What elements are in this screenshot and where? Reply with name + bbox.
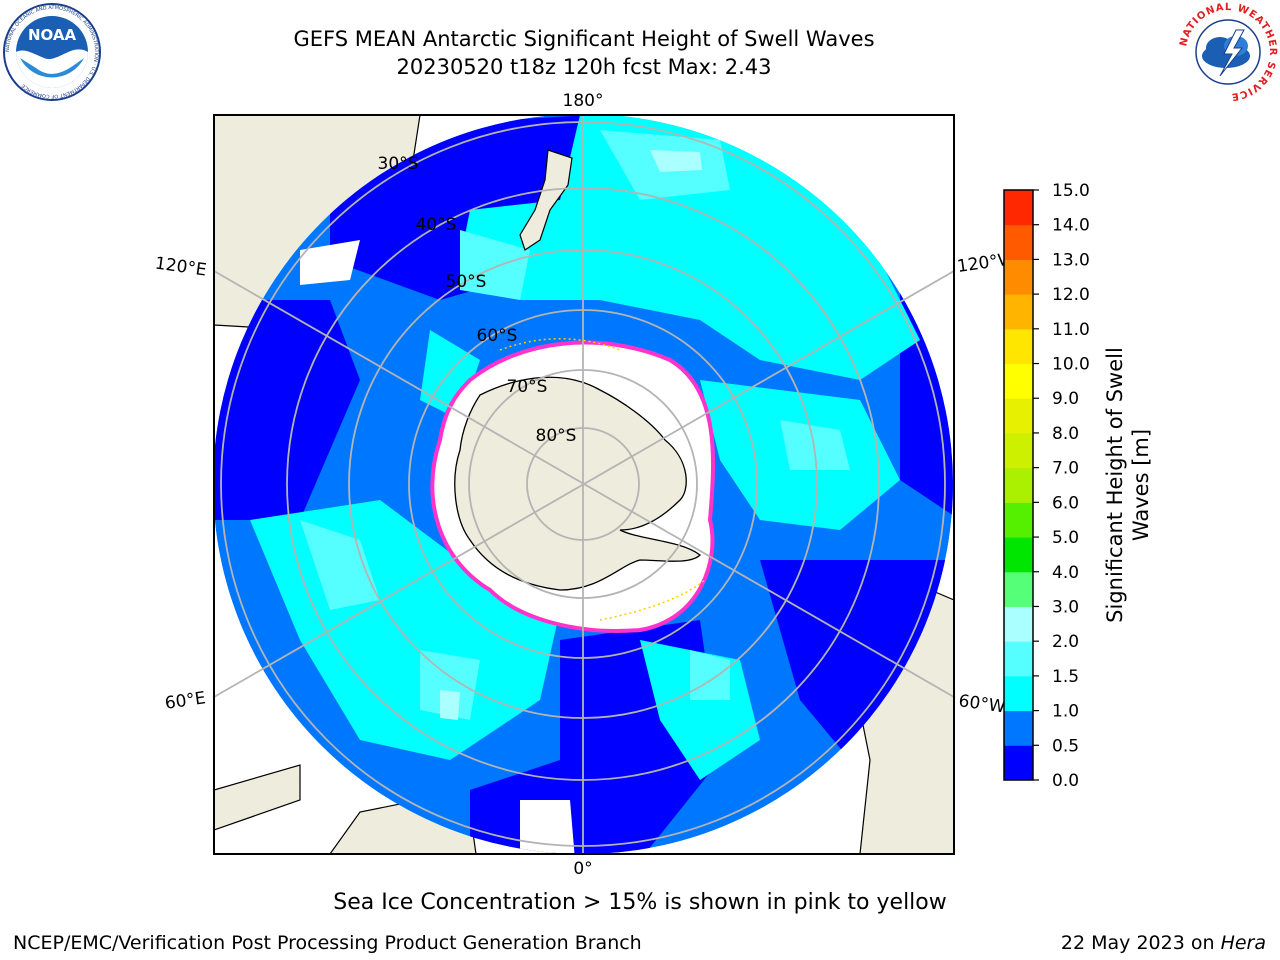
colorbar-swatch bbox=[1004, 259, 1033, 295]
colorbar-tick-label: 11.0 bbox=[1052, 320, 1090, 340]
chart-subtitle: 20230520 t18z 120h fcst Max: 2.43 bbox=[396, 55, 772, 79]
lon-label-120e: 120°E bbox=[154, 254, 208, 281]
lon-label-60e: 60°E bbox=[164, 688, 207, 713]
colorbar-swatch bbox=[1004, 398, 1033, 434]
colorbar-swatch bbox=[1004, 294, 1033, 330]
colorbar-tick-label: 3.0 bbox=[1052, 597, 1079, 617]
colorbar-tick-label: 14.0 bbox=[1052, 216, 1090, 236]
colorbar-tick-label: 9.0 bbox=[1052, 389, 1079, 409]
colorbar-swatch bbox=[1004, 710, 1033, 746]
sea-ice-caption: Sea Ice Concentration > 15% is shown in … bbox=[333, 890, 947, 915]
colorbar-swatch bbox=[1004, 190, 1033, 226]
nws-logo: NATIONAL WEATHER SERVICE bbox=[1178, 2, 1278, 102]
colorbar-tick-label: 0.5 bbox=[1052, 736, 1079, 756]
colorbar-tick-label: 13.0 bbox=[1052, 250, 1090, 270]
colorbar-swatch bbox=[1004, 328, 1033, 365]
colorbar-tick-label: 0.0 bbox=[1052, 771, 1079, 791]
colorbar-tick-label: 8.0 bbox=[1052, 424, 1079, 444]
chart-title: GEFS MEAN Antarctic Significant Height o… bbox=[293, 27, 875, 51]
map-frame bbox=[213, 114, 955, 855]
colorbar-swatch bbox=[1004, 641, 1033, 677]
lat-label-40s: 40°S bbox=[416, 215, 457, 235]
lon-label-180: 180° bbox=[563, 91, 604, 111]
colorbar-swatch bbox=[1004, 224, 1033, 260]
lat-label-70s: 70°S bbox=[507, 377, 548, 397]
colorbar-tick-label: 7.0 bbox=[1052, 459, 1079, 479]
colorbar-tick-label: 1.5 bbox=[1052, 667, 1079, 687]
noaa-logo: NOAA NATIONAL OCEANIC AND ATMOSPHERIC AD… bbox=[3, 3, 101, 101]
lon-label-60w: 60°W bbox=[957, 691, 1006, 717]
lat-label-60s: 60°S bbox=[477, 326, 518, 346]
footer-credit: NCEP/EMC/Verification Post Processing Pr… bbox=[13, 932, 642, 954]
colorbar-swatch bbox=[1004, 606, 1033, 642]
colorbar-swatch bbox=[1004, 502, 1033, 538]
colorbar-tick-label: 10.0 bbox=[1052, 355, 1090, 375]
lat-label-50s: 50°S bbox=[446, 272, 487, 292]
lat-label-30s: 30°S bbox=[378, 154, 419, 174]
colorbar-tick-label: 5.0 bbox=[1052, 528, 1079, 548]
footer-date: 22 May 2023 on Hera bbox=[1060, 932, 1266, 954]
lat-label-80s: 80°S bbox=[536, 426, 577, 446]
colorbar-frame bbox=[1003, 189, 1034, 781]
colorbar-swatch bbox=[1004, 675, 1033, 712]
colorbar-label: Significant Height of Swell Waves [m] bbox=[1103, 347, 1153, 623]
colorbar-tick-label: 2.0 bbox=[1052, 632, 1079, 652]
colorbar-swatch bbox=[1004, 363, 1033, 399]
colorbar-swatch bbox=[1004, 432, 1033, 469]
colorbar-swatch bbox=[1004, 537, 1033, 573]
colorbar-swatch bbox=[1004, 467, 1033, 503]
colorbar-tick-label: 6.0 bbox=[1052, 493, 1079, 513]
colorbar-tick-label: 1.0 bbox=[1052, 702, 1079, 722]
antarctica-landmass bbox=[454, 376, 701, 591]
graticule bbox=[214, 115, 954, 854]
colorbar-tick-label: 12.0 bbox=[1052, 285, 1090, 305]
colorbar-swatch bbox=[1004, 745, 1033, 781]
colorbar-swatch bbox=[1004, 571, 1033, 607]
lon-label-0: 0° bbox=[573, 859, 592, 879]
new-zealand bbox=[519, 149, 573, 251]
colorbar-tick-label: 4.0 bbox=[1052, 563, 1079, 583]
colorbar-tick-label: 15.0 bbox=[1052, 181, 1090, 201]
svg-text:NOAA: NOAA bbox=[28, 26, 77, 44]
colorbar: 0.0 0.5 1.0 1.5 2.0 3.0 4.0 5.0 6.0 7.0 8.0 9.0 10.0… bbox=[1003, 181, 1090, 791]
